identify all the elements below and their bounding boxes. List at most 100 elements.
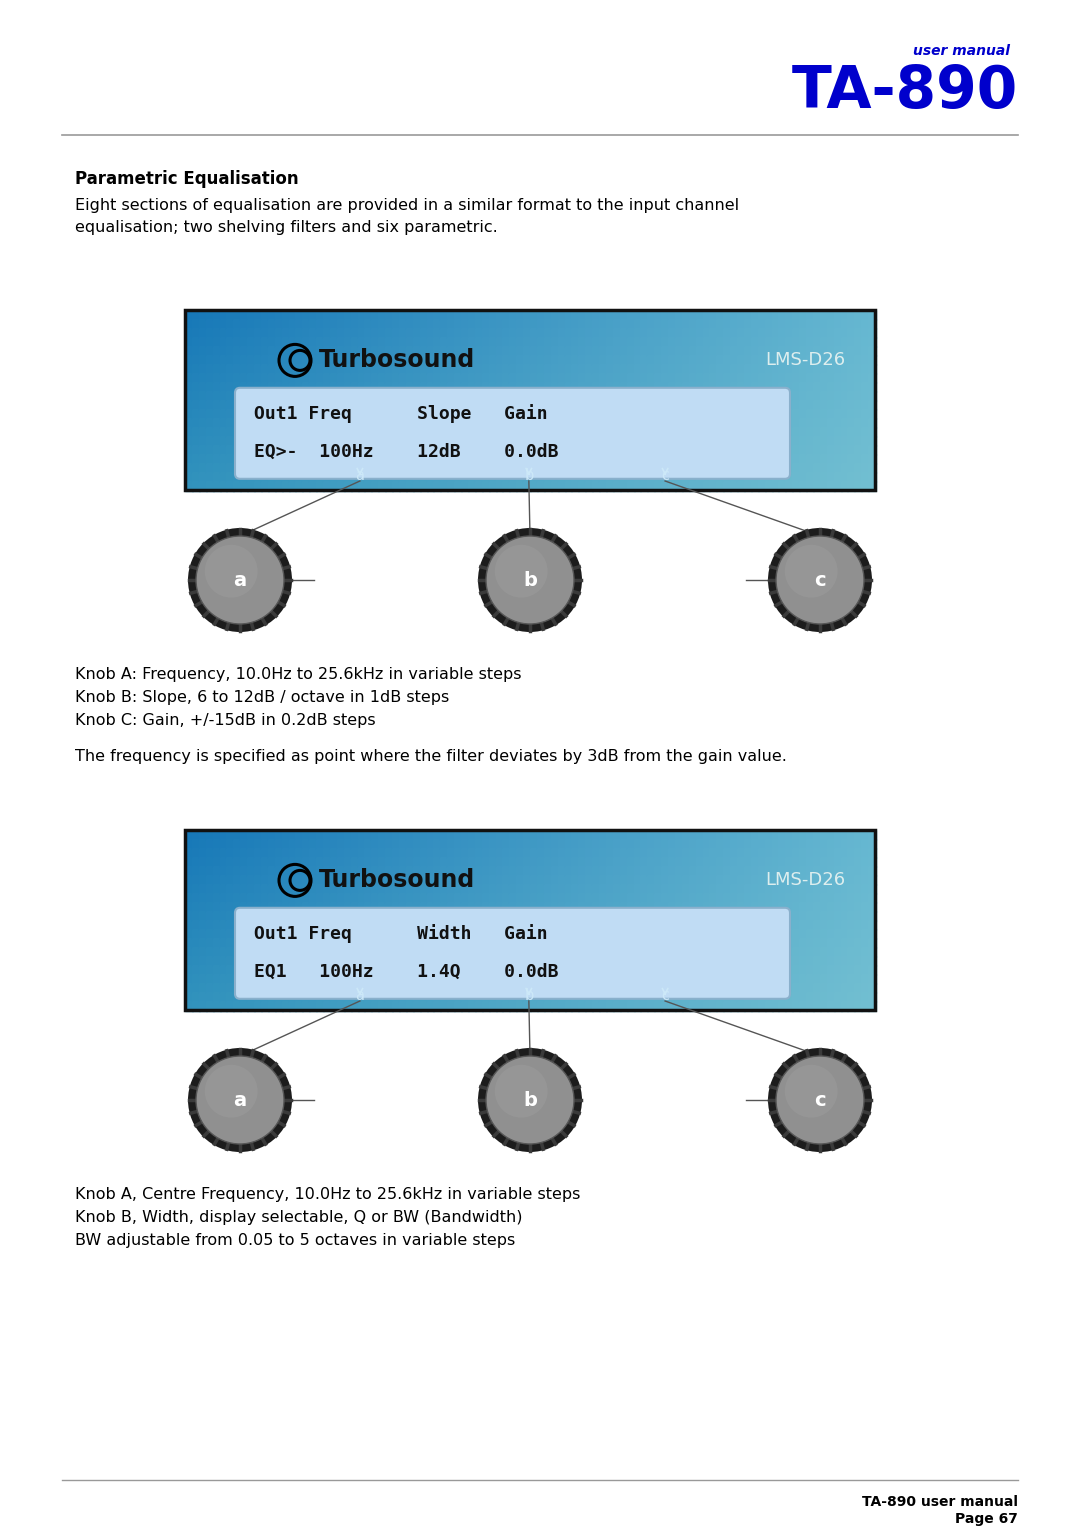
Bar [227, 345, 234, 356]
Bar [751, 866, 758, 876]
Bar [826, 857, 835, 866]
Bar [329, 472, 338, 481]
Bar [274, 848, 283, 859]
Bar [233, 920, 241, 931]
Bar [675, 391, 683, 400]
Bar [261, 354, 269, 365]
Bar [274, 1001, 283, 1012]
Bar [482, 848, 489, 859]
Bar [744, 445, 752, 455]
Bar [468, 419, 476, 428]
Bar [861, 902, 869, 912]
Bar [710, 938, 717, 947]
Bar [675, 373, 683, 384]
Bar [406, 947, 414, 957]
Bar [406, 472, 414, 481]
Bar [592, 481, 600, 490]
Bar [441, 338, 448, 347]
Bar [785, 338, 793, 347]
Bar [268, 866, 275, 876]
Bar [840, 885, 849, 894]
Bar [502, 966, 510, 975]
Bar [364, 445, 373, 455]
Bar [696, 902, 703, 912]
Bar [441, 857, 448, 866]
Bar [585, 973, 593, 984]
Bar [288, 419, 296, 428]
Bar [364, 892, 373, 903]
Bar [516, 839, 524, 850]
Bar [502, 1001, 510, 1012]
Bar [199, 911, 206, 921]
Bar [247, 830, 255, 840]
Bar [482, 911, 489, 921]
Bar [779, 391, 786, 400]
Bar [296, 938, 303, 947]
Bar [826, 902, 835, 912]
Bar [488, 364, 497, 374]
Bar [840, 966, 849, 975]
Bar [323, 902, 330, 912]
Bar [447, 354, 455, 365]
Bar [634, 839, 642, 850]
Bar [351, 472, 359, 481]
Bar [854, 957, 862, 966]
Bar [765, 876, 772, 885]
Bar [316, 938, 324, 947]
Bar [785, 866, 793, 876]
Bar [647, 382, 656, 393]
Bar [806, 966, 814, 975]
Bar [274, 957, 283, 966]
Bar [309, 329, 318, 338]
Bar [765, 481, 772, 490]
Bar [826, 938, 835, 947]
Bar [302, 848, 310, 859]
Circle shape [188, 529, 292, 633]
Bar [689, 848, 697, 859]
Bar [826, 957, 835, 966]
Bar [861, 911, 869, 921]
Bar [737, 966, 745, 975]
Bar [433, 957, 442, 966]
Bar [661, 426, 669, 437]
Bar [185, 319, 193, 329]
Bar [565, 857, 572, 866]
Bar [192, 481, 200, 490]
Bar [793, 373, 800, 384]
Bar [710, 866, 717, 876]
Bar [406, 364, 414, 374]
Bar [378, 1001, 387, 1012]
Bar [488, 911, 497, 921]
Bar [343, 454, 352, 465]
Bar [537, 983, 544, 993]
Bar [205, 454, 214, 465]
Bar [771, 410, 780, 419]
Bar [544, 345, 552, 356]
Bar [523, 866, 531, 876]
Bar [696, 400, 703, 410]
Bar [578, 973, 586, 984]
Bar [702, 400, 711, 410]
Bar [599, 345, 607, 356]
Bar [233, 1001, 241, 1012]
Bar [427, 310, 434, 319]
Bar [765, 866, 772, 876]
Bar [433, 400, 442, 410]
Bar [779, 445, 786, 455]
Bar [192, 410, 200, 419]
Bar [806, 338, 814, 347]
Bar [510, 345, 517, 356]
Bar [475, 966, 483, 975]
Bar [620, 345, 627, 356]
Bar [634, 382, 642, 393]
Bar [696, 410, 703, 419]
Bar [392, 454, 400, 465]
Bar [227, 410, 234, 419]
Bar [599, 400, 607, 410]
Bar [475, 310, 483, 319]
Bar [848, 373, 855, 384]
Bar [669, 857, 676, 866]
Bar [461, 973, 469, 984]
Bar [744, 929, 752, 940]
Bar [510, 354, 517, 365]
